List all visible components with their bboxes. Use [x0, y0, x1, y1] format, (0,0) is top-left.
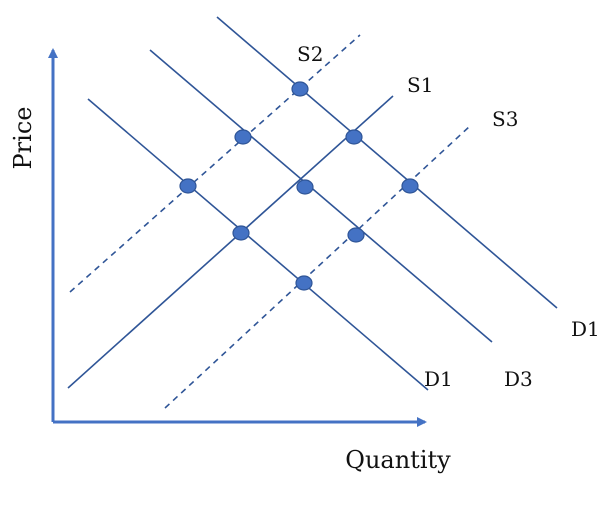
demand-curve-d1-right	[216, 16, 558, 309]
supply-curve-s3	[164, 125, 471, 409]
y-axis-label: Price	[9, 107, 37, 170]
x-axis-label: Quantity	[345, 446, 451, 474]
label-s2: S2	[297, 42, 323, 66]
label-d1-left: D1	[424, 367, 453, 391]
label-s1: S1	[407, 73, 433, 97]
equilibrium-point-s1-d1-left	[232, 225, 250, 241]
equilibrium-point-s3-d3	[347, 227, 365, 243]
equilibrium-point-s1-d1-right	[345, 129, 363, 145]
supply-curve-s2	[69, 34, 361, 293]
label-s3: S3	[492, 107, 518, 131]
equilibrium-point-s1-d3	[296, 179, 314, 195]
equilibrium-point-s2-d3	[234, 129, 252, 145]
equilibrium-point-s2-d1-left	[179, 178, 197, 194]
label-d3: D3	[504, 367, 533, 391]
equilibrium-point-s3-d1-left	[295, 275, 313, 291]
equilibrium-point-s3-d1-right	[401, 178, 419, 194]
label-d1-right: D1	[571, 317, 600, 341]
demand-curve-d3	[149, 49, 493, 343]
equilibrium-point-s2-d1-right	[291, 81, 309, 97]
supply-curve-s1	[67, 95, 394, 389]
demand-curve-d1-left	[87, 98, 429, 391]
